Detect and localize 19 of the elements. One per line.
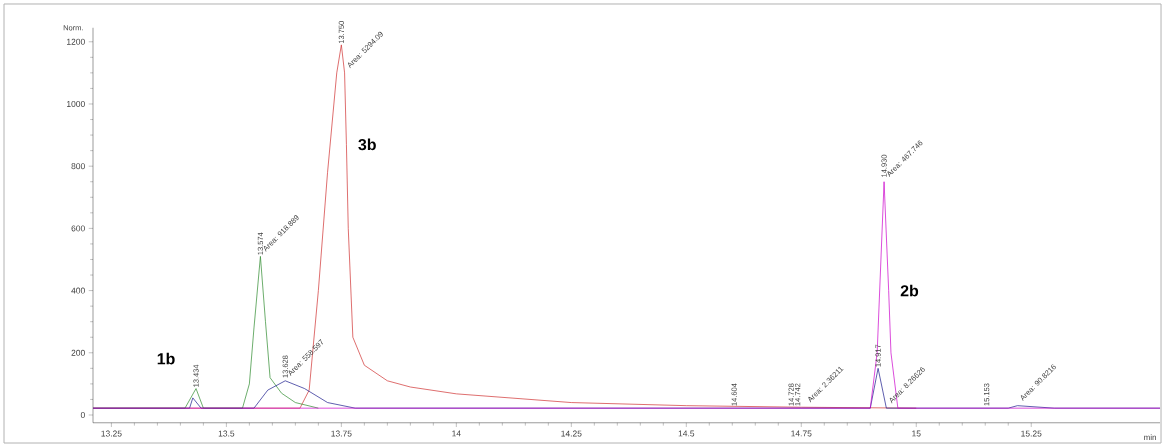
y-tick-label: 800 xyxy=(71,163,85,170)
annotation: 2b xyxy=(900,284,919,297)
x-tick-label: 13.5 xyxy=(218,430,235,437)
y-tick-label: 400 xyxy=(71,287,85,294)
x-tick-label: 14.75 xyxy=(791,430,812,437)
y-tick-label: 600 xyxy=(71,225,85,232)
y-tick-label: 1200 xyxy=(67,38,85,45)
x-tick-label: 13.75 xyxy=(331,430,352,437)
x-tick-label: 14 xyxy=(452,430,461,437)
y-tick-label: 1000 xyxy=(67,100,85,107)
x-tick-label: 15 xyxy=(912,430,921,437)
x-tick-label: 13.25 xyxy=(101,430,122,437)
y-tick-label: 200 xyxy=(71,349,85,356)
x-tick-label: 15.25 xyxy=(1021,430,1042,437)
annotation: 3b xyxy=(358,138,376,151)
y-tick-label: 0 xyxy=(80,412,85,418)
x-tick-label: 14.5 xyxy=(678,430,695,437)
x-tick-label: 14.25 xyxy=(561,430,582,437)
annotation: 1b xyxy=(157,352,175,365)
